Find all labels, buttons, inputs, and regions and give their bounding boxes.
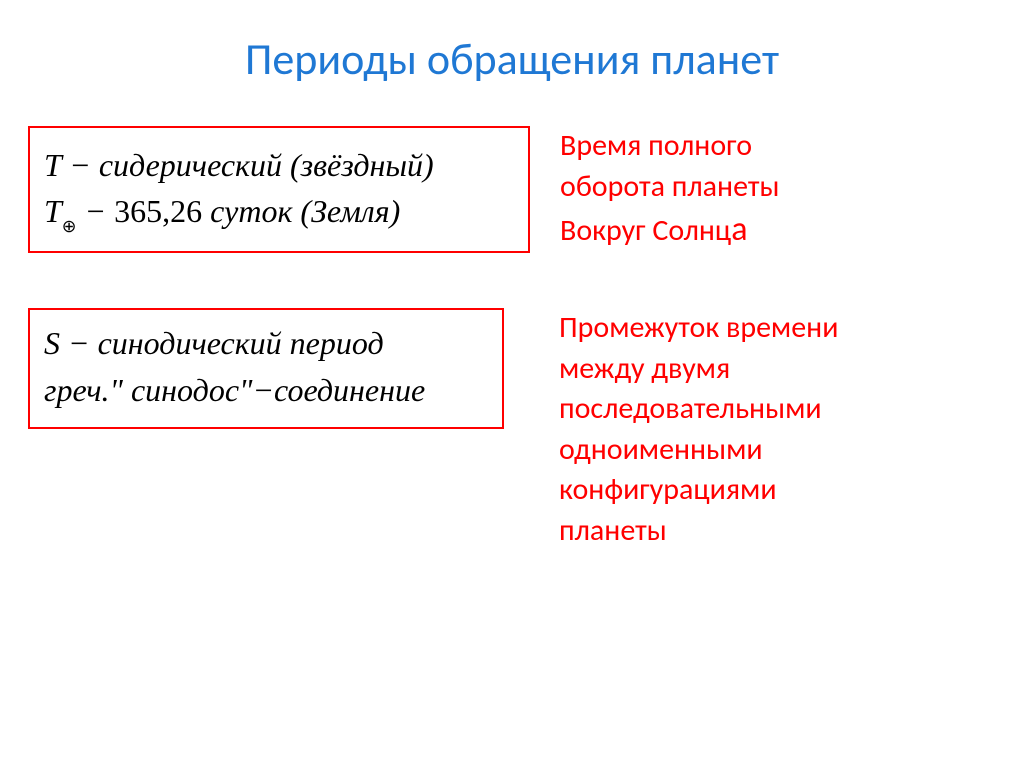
box-synodic-line1: S − синодический период <box>44 320 488 366</box>
unit-sutok: суток <box>202 193 292 229</box>
box-sidereal-line2: T⊕ − 365,26 суток (Земля) <box>44 188 514 237</box>
value-days: 365,26 <box>114 193 202 229</box>
desc-line: последовательными <box>559 389 838 430</box>
desc-sidereal: Время полного оборота планеты Вокруг Сол… <box>560 126 780 253</box>
box-synodic: S − синодический период греч." синодос"−… <box>28 308 504 429</box>
desc-synodic: Промежуток времени между двумя последова… <box>559 308 838 551</box>
box-sidereal-line1: T − сидерический (звёздный) <box>44 142 514 188</box>
label-connection: соединение <box>274 372 425 408</box>
desc-line: Время полного <box>560 126 780 167</box>
desc-text-lastchar: а <box>731 209 747 250</box>
row-synodic: S − синодический период греч." синодос"−… <box>28 308 996 551</box>
slide-title: Периоды обращения планет <box>28 32 996 86</box>
label-synodic: синодический период <box>98 325 384 361</box>
box-synodic-line2: греч." синодос"−соединение <box>44 367 488 413</box>
dash: − <box>61 147 99 183</box>
desc-text: Вокруг Солнц <box>560 212 731 249</box>
paren-starry: (звёздный) <box>282 147 434 183</box>
desc-line: Промежуток времени <box>559 308 838 349</box>
paren-earth: (Земля) <box>292 193 400 229</box>
desc-line: между двумя <box>559 349 838 390</box>
box-sidereal: T − сидерический (звёздный) T⊕ − 365,26 … <box>28 126 530 253</box>
desc-line: Вокруг Солнца <box>560 207 780 253</box>
slide: Периоды обращения планет T − сидерически… <box>0 0 1024 767</box>
dash: − <box>252 372 274 408</box>
label-greek: греч." синодос" <box>44 372 252 408</box>
dash: − <box>60 325 98 361</box>
desc-line: конфигурациями <box>559 470 838 511</box>
row-sidereal: T − сидерический (звёздный) T⊕ − 365,26 … <box>28 126 996 253</box>
dash: − <box>77 193 115 229</box>
symbol-T: T <box>44 147 61 183</box>
desc-line: одноименными <box>559 430 838 471</box>
subscript-earth: ⊕ <box>62 216 77 236</box>
symbol-S: S <box>44 325 60 361</box>
symbol-T-earth: T <box>44 193 62 229</box>
desc-line: планеты <box>559 511 838 552</box>
desc-line: оборота планеты <box>560 167 780 208</box>
label-sidereal: сидерический <box>99 147 282 183</box>
